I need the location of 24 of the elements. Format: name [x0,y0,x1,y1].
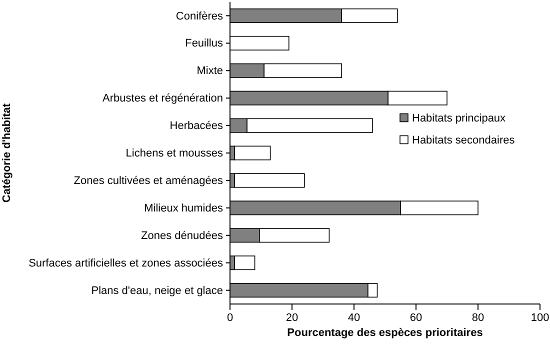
legend-label: Habitats principaux [412,112,506,125]
y-tick-label: Mixte [196,65,223,78]
x-tick-label: 60 [410,312,422,324]
bar [234,146,271,160]
x-tick-label: 0 [226,312,234,324]
y-tick-label: Zones cultivées et aménagées [74,174,224,187]
legend-label: Habitats secondaires [412,134,516,147]
x-tick-label: 80 [472,312,484,324]
y-tick-label: Lichens et mousses [126,148,224,160]
y-tick-label: Surfaces artificielles et zones associées [28,257,224,270]
y-tick-label: Zones dénudées [141,230,224,242]
y-tick-label: Arbustes et régénération [102,92,223,105]
y-tick-label: Conifères [176,10,224,22]
x-axis-title: Pourcentage des espèces prioritaires [287,327,483,339]
y-tick-label: Herbacées [170,120,224,132]
x-tick-label: 40 [348,312,360,324]
y-tick-label: Milieux humides [144,202,224,214]
y-tick-label: Plans d'eau, neige et glace [91,284,223,297]
x-tick-label: 20 [286,312,298,324]
y-tick-label: Feuillus [185,38,224,50]
bar [234,256,256,270]
bar [234,173,305,188]
x-tick-label: 100 [530,312,550,324]
y-axis-title: Catégorie d'habitat [1,103,13,203]
